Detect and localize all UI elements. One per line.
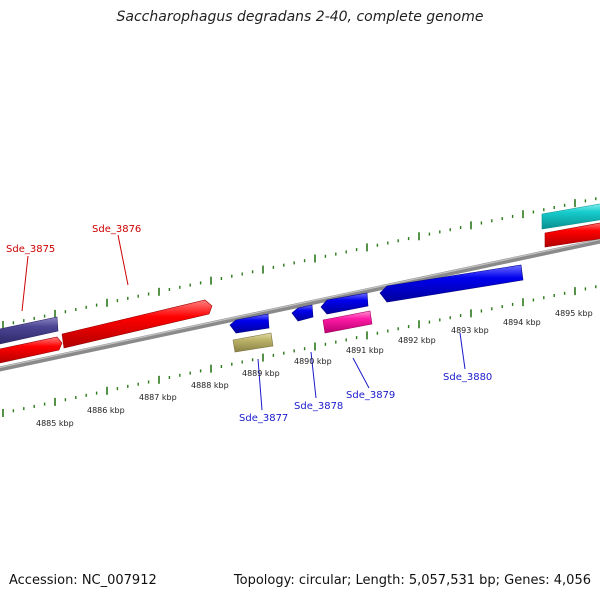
ruler-label-4888: 4888 kbp [191,381,229,390]
gene-label-sde-3879[interactable]: Sde_3879 [346,390,395,401]
gene-arrow-sde-3875-purple[interactable] [0,316,59,345]
gene-arrow-cyan[interactable] [541,203,600,230]
gene-arrow-red-right[interactable] [544,222,600,248]
gene-arrow-sde-3879[interactable] [322,310,373,334]
gene-arrow-red-left[interactable] [0,336,63,364]
gene-label-sde-3878[interactable]: Sde_3878 [294,401,343,412]
genome-backbone-highlight [0,238,600,369]
ruler-label-4891: 4891 kbp [346,346,384,355]
ruler-label-4889: 4889 kbp [242,369,280,378]
gene-arrow-sde-3880[interactable] [379,264,524,303]
ruler-label-4895: 4895 kbp [555,309,593,318]
gene-label-sde-3875[interactable]: Sde_3875 [6,244,55,255]
genome-backbone-line [0,238,600,372]
gene-label-sde-3876[interactable]: Sde_3876 [92,224,141,235]
ruler-label-4885: 4885 kbp [36,419,74,428]
gene-label-sde-3880[interactable]: Sde_3880 [443,372,492,383]
ruler-label-4886: 4886 kbp [87,406,125,415]
accession-text: Accession: NC_007912 [9,573,157,588]
ruler-label-4890: 4890 kbp [294,357,332,366]
forward-tick-row [2,197,597,329]
genome-summary-text: Topology: circular; Length: 5,057,531 bp… [233,573,591,588]
gene-label-sde-3877[interactable]: Sde_3877 [239,413,288,424]
gene-arrow-sde-3877-blue[interactable] [229,313,270,334]
gene-arrow-sde-3876[interactable] [61,299,213,349]
ruler-label-4887: 4887 kbp [139,393,177,402]
gene-arrow-blue-mid[interactable] [320,292,369,315]
reverse-tick-row [2,285,597,417]
gene-arrow-sde-3878[interactable] [291,304,314,322]
gene-arrow-sde-3877-khaki[interactable] [232,332,274,353]
gene-callout-lines [21,234,466,411]
ruler-label-4893: 4893 kbp [451,326,489,335]
ruler-label-4894: 4894 kbp [503,318,541,327]
map-title: Saccharophagus degradans 2-40, complete … [116,9,484,25]
ruler-label-4892: 4892 kbp [398,336,436,345]
